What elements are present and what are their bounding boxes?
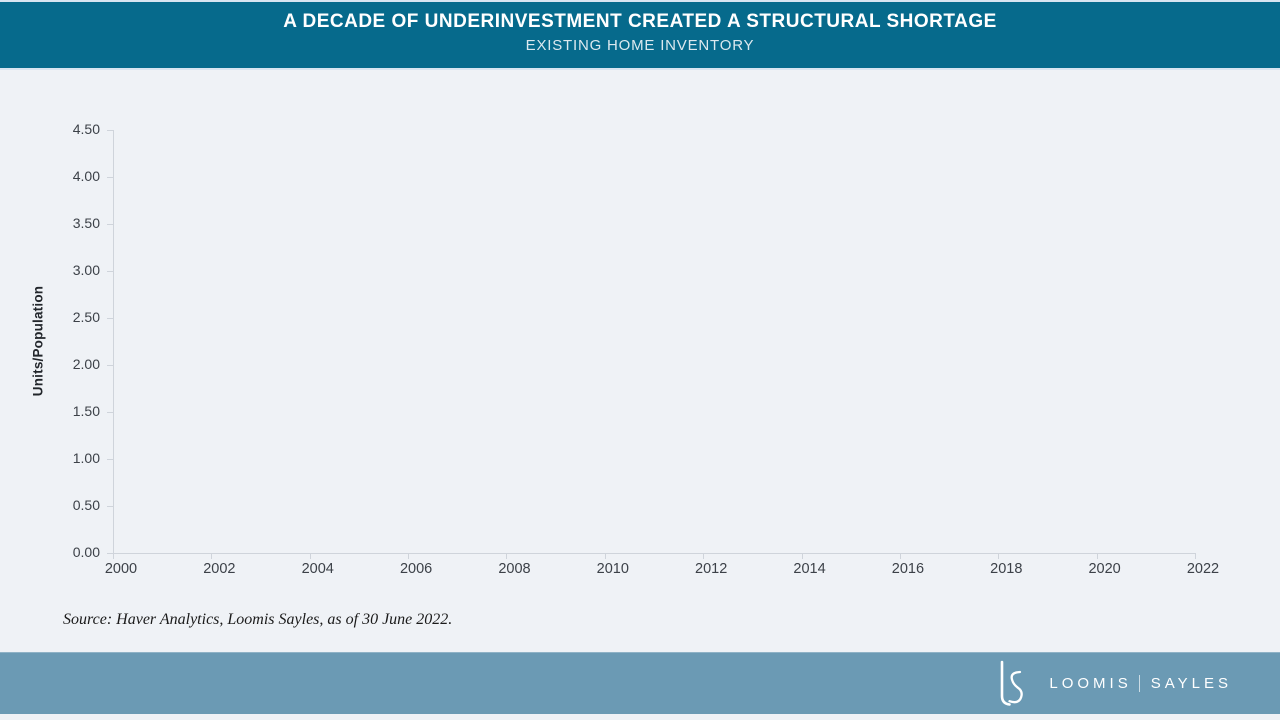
y-tick <box>107 224 113 225</box>
x-tick-label: 2010 <box>596 561 629 577</box>
source-note: Source: Haver Analytics, Loomis Sayles, … <box>63 611 453 628</box>
y-tick-label: 2.50 <box>72 309 100 325</box>
y-tick <box>107 412 113 413</box>
y-tick-label: 4.00 <box>72 168 100 184</box>
y-tick <box>107 459 113 460</box>
y-axis-title: Units/Population <box>30 285 46 397</box>
x-tick <box>211 553 213 559</box>
x-tick-label: 2018 <box>990 561 1023 577</box>
x-tick <box>604 553 606 559</box>
x-tick <box>998 553 1000 559</box>
x-axis-line <box>113 553 1195 554</box>
slide-title: A DECADE OF UNDERINVESTMENT CREATED A ST… <box>283 11 997 32</box>
x-tick-label: 2000 <box>104 561 138 577</box>
brand-loomis: LOOMIS <box>1049 675 1132 692</box>
y-tick <box>107 271 113 272</box>
y-tick-label: 4.50 <box>72 121 100 137</box>
y-axis-line <box>113 130 114 553</box>
y-tick-label: 1.50 <box>72 403 100 419</box>
y-tick <box>107 318 113 319</box>
x-tick-label: 2016 <box>891 561 925 577</box>
x-tick <box>703 553 705 559</box>
y-tick-label: 2.00 <box>72 356 100 372</box>
brand-sayles: SAYLES <box>1150 675 1232 692</box>
y-tick <box>107 506 113 507</box>
footer-band: LOOMIS SAYLES <box>0 652 1280 714</box>
x-tick <box>309 553 311 559</box>
brand-lockup: LOOMIS SAYLES <box>993 660 1232 707</box>
y-tick <box>107 365 113 366</box>
x-tick <box>113 553 114 559</box>
x-tick <box>1096 553 1098 559</box>
x-tick-label: 2008 <box>498 561 531 577</box>
x-tick-label: 2012 <box>695 561 728 577</box>
x-tick <box>408 553 410 559</box>
x-tick-label: 2014 <box>793 561 826 577</box>
y-tick-label: 1.00 <box>72 450 100 466</box>
ls-monogram-icon <box>1001 660 1024 706</box>
brand-divider <box>1138 675 1140 692</box>
x-tick-label: 2020 <box>1088 561 1121 577</box>
x-tick-label: 2004 <box>301 561 334 577</box>
slide-subtitle: EXISTING HOME INVENTORY <box>525 37 755 54</box>
y-tick <box>107 177 113 178</box>
x-tick <box>801 553 803 559</box>
y-tick-label: 0.00 <box>72 544 100 560</box>
x-tick <box>899 553 901 559</box>
x-tick <box>506 553 508 559</box>
y-tick-label: 3.50 <box>72 215 100 231</box>
x-tick-label: 2002 <box>203 561 236 577</box>
header-band: A DECADE OF UNDERINVESTMENT CREATED A ST… <box>0 0 1280 70</box>
y-tick-label: 0.50 <box>72 497 100 513</box>
x-tick <box>1195 553 1196 559</box>
y-tick <box>107 130 113 131</box>
x-tick-label: 2006 <box>399 561 433 577</box>
x-tick-label: 2022 <box>1186 561 1220 577</box>
y-tick <box>107 553 113 554</box>
y-tick-label: 3.00 <box>72 262 100 278</box>
